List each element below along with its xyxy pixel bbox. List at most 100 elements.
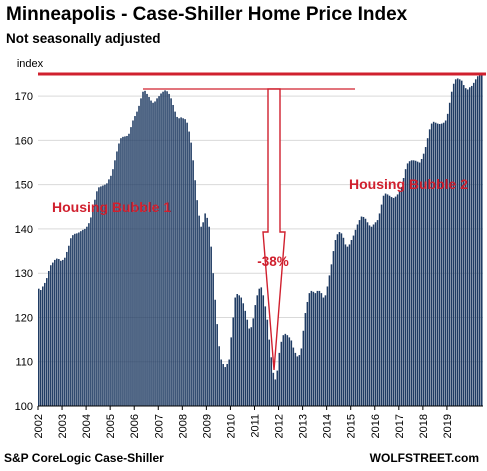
bar	[294, 352, 297, 406]
bar	[250, 327, 253, 406]
bar	[212, 273, 214, 406]
bar	[342, 237, 345, 406]
bar	[42, 286, 44, 406]
bar	[372, 224, 375, 406]
x-tick-label: 2013	[298, 414, 310, 438]
bar	[436, 123, 439, 406]
x-tick-label: 2004	[81, 414, 93, 438]
bar	[314, 293, 317, 406]
bar	[334, 240, 337, 406]
bar	[220, 359, 222, 406]
bar	[354, 229, 357, 406]
bar	[298, 355, 301, 406]
bar	[474, 79, 477, 406]
bar	[352, 235, 355, 406]
bar	[390, 197, 393, 406]
bar	[164, 90, 166, 406]
bar	[106, 183, 108, 406]
bar	[442, 122, 445, 406]
bar	[420, 158, 423, 406]
bar	[286, 335, 289, 406]
bar	[172, 104, 174, 407]
bar	[324, 295, 327, 406]
bar	[216, 324, 218, 406]
bar	[378, 213, 381, 406]
bar	[170, 98, 172, 406]
bar	[64, 257, 66, 406]
bar	[46, 278, 48, 406]
bar	[168, 93, 170, 407]
bar	[414, 160, 417, 406]
annotation-bubble-2: Housing Bubble 2	[349, 176, 468, 192]
bar	[56, 258, 58, 406]
bar	[244, 310, 247, 406]
y-tick-label: 110	[15, 357, 33, 369]
bar	[148, 97, 150, 407]
bar	[398, 191, 401, 406]
x-tick-label: 2012	[274, 414, 286, 438]
bar	[344, 244, 347, 406]
bar	[278, 352, 281, 406]
bar	[356, 224, 359, 406]
bar	[360, 216, 363, 406]
bar	[454, 79, 457, 406]
bar	[50, 265, 52, 406]
bar	[98, 187, 100, 406]
bar	[126, 135, 128, 406]
bar	[118, 143, 120, 406]
bar	[392, 197, 395, 406]
bar	[190, 142, 192, 407]
bar	[242, 303, 245, 406]
bar	[174, 111, 176, 406]
bar	[458, 79, 461, 406]
bar	[154, 101, 156, 406]
bar	[88, 223, 90, 406]
bar	[248, 328, 251, 406]
y-tick-label: 160	[15, 135, 33, 147]
bar	[114, 160, 116, 406]
bar	[260, 287, 263, 406]
bar	[416, 161, 419, 406]
bar	[384, 193, 387, 406]
bar	[362, 216, 365, 406]
bar	[330, 264, 333, 406]
bar	[404, 169, 407, 406]
bar	[266, 319, 269, 406]
bar	[464, 88, 467, 407]
bar	[70, 238, 72, 406]
x-tick-label: 2010	[225, 414, 237, 438]
bar	[62, 259, 64, 406]
bar	[438, 124, 441, 407]
bar	[402, 178, 405, 406]
bar	[412, 160, 415, 406]
bar	[228, 359, 230, 406]
bar	[82, 229, 84, 406]
bar	[338, 232, 341, 406]
bar	[192, 160, 194, 406]
bar	[302, 330, 305, 406]
bar	[316, 290, 319, 406]
bar	[140, 98, 142, 406]
bar	[481, 74, 483, 406]
decline-arrow	[262, 88, 286, 371]
chart-title: Minneapolis - Case-Shiller Home Price In…	[6, 4, 408, 25]
bar	[48, 270, 50, 406]
bar	[410, 160, 413, 406]
bar	[462, 85, 465, 406]
bar	[120, 138, 122, 406]
source-label: S&P CoreLogic Case-Shiller	[4, 451, 164, 465]
bar	[196, 200, 198, 406]
bar	[422, 153, 425, 406]
x-tick-label: 2003	[57, 414, 69, 438]
annotation-bubble-1: Housing Bubble 1	[52, 199, 171, 215]
bar	[44, 282, 46, 406]
bar	[226, 363, 228, 406]
bar	[92, 209, 94, 406]
bar	[142, 91, 144, 407]
bar	[240, 297, 242, 406]
bar	[60, 260, 62, 406]
bar	[450, 91, 453, 407]
bar	[136, 111, 138, 406]
bar	[258, 288, 261, 406]
